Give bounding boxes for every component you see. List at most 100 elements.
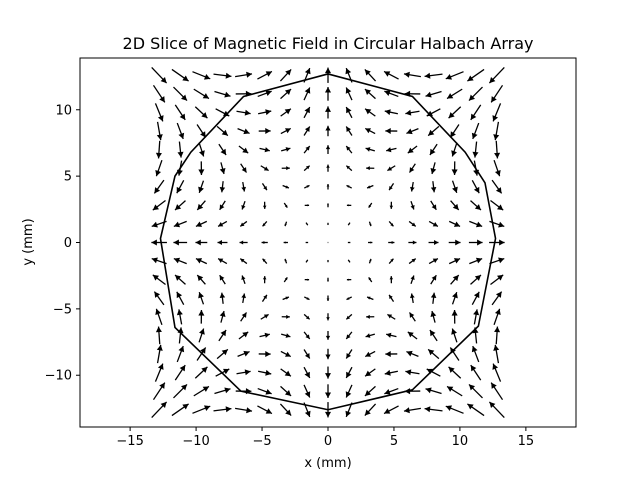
quiver-arrow	[451, 180, 458, 194]
quiver-arrow	[214, 90, 231, 98]
chart-title: 2D Slice of Magnetic Field in Circular H…	[123, 34, 534, 53]
quiver-arrow	[468, 239, 483, 246]
quiver-arrow	[430, 200, 437, 211]
quiver-arrow	[173, 257, 187, 265]
quiver-arrow	[345, 366, 353, 379]
quiver-arrow	[384, 387, 399, 395]
quiver-arrow	[240, 312, 248, 322]
quiver-arrow	[194, 366, 208, 379]
quiver-arrow	[388, 294, 395, 302]
quiver-arrow	[240, 163, 248, 173]
quiver-arrow	[345, 349, 353, 359]
quiver-arrow	[198, 291, 205, 305]
quiver-arrow	[403, 71, 421, 78]
quiver-arrow	[238, 331, 249, 340]
quiver-arrow	[445, 71, 464, 80]
quiver-arrow	[410, 293, 415, 304]
quiver-arrow	[154, 363, 164, 382]
quiver-arrow	[304, 278, 310, 281]
quiver-arrow	[408, 312, 416, 322]
quiver-arrow	[410, 181, 415, 192]
quiver-arrow	[217, 220, 228, 227]
quiver-arrow	[365, 333, 376, 338]
quiver-arrow	[174, 104, 186, 121]
quiver-arrow	[364, 69, 377, 82]
quiver-arrow	[283, 276, 288, 283]
quiver-arrow	[345, 87, 353, 101]
quiver-arrow	[325, 366, 331, 379]
quiver-arrow	[239, 240, 248, 245]
quiver-arrow	[388, 258, 394, 264]
quiver-arrow	[384, 109, 398, 116]
quiver-arrow	[470, 104, 482, 121]
quiver-arrow	[364, 88, 376, 100]
quiver-arrow	[151, 66, 168, 84]
quiver-arrow	[281, 314, 290, 319]
quiver-arrow	[366, 296, 374, 301]
quiver-arrow	[198, 142, 205, 157]
quiver-arrow	[215, 108, 230, 117]
quiver-arrow	[385, 351, 398, 357]
quiver-arrow	[490, 382, 504, 401]
quiver-arrow	[257, 70, 273, 80]
quiver-arrow	[470, 274, 482, 285]
quiver-arrow	[489, 257, 505, 265]
quiver-arrow	[345, 126, 353, 136]
quiver-arrow	[279, 403, 292, 416]
quiver-arrow	[235, 407, 253, 414]
quiver-arrow	[177, 141, 184, 158]
quiver-arrow	[153, 179, 165, 194]
quiver-arrow	[408, 220, 417, 227]
quiver-arrow	[303, 313, 311, 320]
quiver-arrow	[303, 366, 311, 379]
quiver-arrow	[262, 276, 267, 284]
quiver-arrow	[217, 258, 228, 265]
quiver-arrow	[429, 143, 438, 156]
quiver-arrow	[467, 403, 485, 417]
quiver-arrow	[494, 326, 501, 345]
quiver-arrow	[219, 200, 226, 211]
quiver-arrow	[491, 291, 503, 306]
quiver-arrow	[368, 258, 372, 264]
quiver-arrow	[410, 275, 415, 285]
quiver-arrow	[387, 165, 396, 172]
y-tick-label: −10	[45, 369, 72, 384]
quiver-arrow	[364, 403, 377, 416]
quiver-arrow	[257, 405, 273, 415]
y-tick-label: 10	[55, 103, 72, 118]
quiver-arrow	[448, 239, 461, 246]
quiver-arrow	[408, 258, 417, 265]
quiver-arrow	[346, 184, 353, 189]
y-ticks: −10 −5 0 5 10	[45, 103, 80, 384]
x-ticks: −15 −10 −5 0 5 10 15	[116, 427, 534, 449]
quiver-arrow	[488, 401, 505, 419]
quiver-arrow	[469, 220, 483, 228]
quiver-arrow	[451, 142, 458, 157]
quiver-arrow	[425, 387, 442, 395]
quiver-arrow	[303, 384, 311, 398]
quiver-arrow	[327, 277, 329, 282]
quiver-arrow	[490, 274, 504, 285]
quiver-arrow	[257, 387, 272, 395]
quiver-arrow	[450, 274, 460, 285]
quiver-arrow	[428, 258, 439, 265]
quiver-arrow	[155, 140, 162, 159]
quiver-arrow	[327, 259, 329, 263]
quiver-arrow	[324, 86, 332, 101]
quiver-arrow	[448, 366, 462, 379]
quiver-arrow	[405, 369, 420, 376]
quiver-arrow	[493, 121, 500, 141]
y-tick-label: −5	[53, 302, 72, 317]
quiver-arrow	[284, 221, 288, 227]
quiver-arrow	[280, 108, 292, 117]
quiver-arrow	[236, 109, 251, 116]
quiver-arrow	[304, 204, 310, 207]
quiver-arrow	[173, 220, 187, 228]
quiver-arrow	[237, 350, 250, 358]
quiver-arrow	[347, 259, 351, 263]
quiver-arrow	[262, 201, 267, 209]
quiver-arrow	[171, 403, 189, 417]
quiver-arrow	[280, 350, 292, 358]
quiver-arrow	[305, 241, 309, 244]
quiver-arrow	[258, 369, 272, 376]
